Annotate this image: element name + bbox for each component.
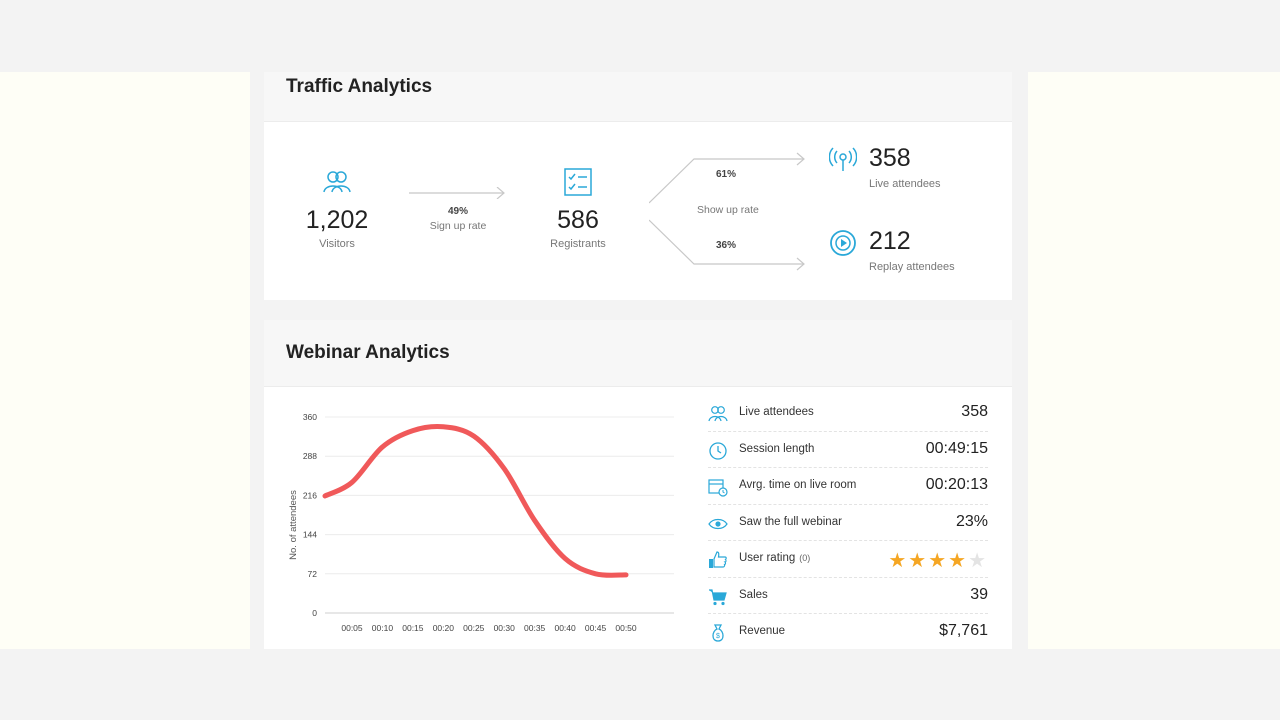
thumbs-up-icon	[709, 551, 727, 568]
x-tick-label: 00:15	[402, 623, 424, 633]
registrants-count: 586	[557, 206, 599, 234]
metric-value: 00:49:15	[925, 439, 988, 457]
webinar-card-header: Webinar Analytics	[264, 320, 1012, 387]
traffic-title: Traffic Analytics	[286, 76, 433, 97]
metric-row-session-length: Session length 00:49:15	[708, 432, 988, 468]
users-icon	[708, 406, 728, 422]
metric-row-user-rating: User rating (0) ★★★★★	[708, 541, 988, 578]
x-tick-label: 00:30	[494, 623, 516, 633]
attendees-chart: 0 72 144 216 288 360 00:05 00:10 00:15 00:20 00:2…	[288, 412, 674, 633]
showup-split-arrows	[649, 152, 805, 271]
x-tick-label: 00:40	[554, 623, 576, 633]
metric-value: 23%	[955, 512, 988, 530]
cart-icon	[709, 588, 727, 605]
metric-row-live-attendees: Live attendees 358	[708, 395, 988, 432]
chart-grid	[325, 416, 674, 614]
x-tick-label: 00:20	[433, 623, 455, 633]
y-tick-label: 216	[303, 490, 317, 500]
live-attendees-count: 358	[869, 144, 911, 172]
registrants-icon	[564, 168, 592, 196]
y-tick-label: 288	[303, 451, 317, 461]
y-tick-label: 144	[303, 530, 317, 540]
registrants-stat: 586 Registrants	[534, 206, 622, 250]
metric-value: 358	[961, 403, 988, 420]
live-broadcast-icon	[829, 147, 857, 171]
svg-text:$: $	[716, 633, 720, 640]
visitors-count: 1,202	[305, 206, 369, 234]
star-filled-icon: ★	[948, 550, 969, 572]
rating-count: (0)	[799, 553, 811, 563]
y-axis-label: No. of attendees	[288, 490, 299, 560]
x-tick-label: 00:50	[615, 623, 637, 633]
metric-row-revenue: $ Revenue $7,761	[708, 614, 988, 649]
replay-icon	[830, 230, 856, 256]
x-tick-label: 00:10	[372, 623, 394, 633]
left-margin	[0, 72, 250, 649]
star-filled-icon: ★	[928, 550, 949, 572]
eye-icon	[708, 518, 728, 529]
dashboard: Traffic Analytics 1,202 Visitors 49% Sig…	[250, 72, 1028, 649]
live-attendees-label: Live attendees	[869, 178, 941, 190]
metric-label: User rating (0)	[739, 552, 810, 564]
metric-row-avg-time: Avrg. time on live room 00:20:13	[708, 468, 988, 505]
traffic-card-header: Traffic Analytics	[264, 72, 1012, 122]
visitors-stat: 1,202 Visitors	[292, 206, 382, 250]
showup-rate-label: Show up rate	[697, 204, 759, 216]
x-tick-label: 00:25	[463, 623, 485, 633]
star-filled-icon: ★	[908, 550, 929, 572]
star-filled-icon: ★	[888, 550, 909, 572]
metric-label: Saw the full webinar	[739, 515, 842, 528]
right-margin	[1028, 72, 1280, 649]
clock-icon	[709, 441, 727, 460]
replay-attendees-count: 212	[869, 227, 911, 255]
x-tick-label: 00:05	[341, 623, 363, 633]
registrants-label: Registrants	[550, 238, 606, 250]
y-tick-label: 360	[303, 412, 317, 422]
metric-label: Session length	[739, 442, 815, 455]
metric-value: 39	[970, 585, 988, 603]
visitors-label: Visitors	[319, 238, 355, 250]
y-tick-label: 72	[308, 569, 318, 579]
metric-label: Live attendees	[739, 406, 814, 418]
attendees-series-line	[322, 424, 629, 578]
top-background	[0, 0, 1280, 72]
bottom-background	[0, 649, 1280, 720]
webinar-title: Webinar Analytics	[286, 342, 450, 363]
replay-showup-rate: 36%	[716, 240, 737, 251]
metric-value: 00:20:13	[925, 476, 988, 493]
metric-row-sales: Sales 39	[708, 578, 988, 614]
signup-rate-value: 49%	[447, 206, 468, 217]
metric-row-saw-full: Saw the full webinar 23%	[708, 505, 988, 541]
metric-label-text: User rating	[739, 552, 796, 564]
star-rating: ★★★★★	[888, 548, 988, 573]
x-tick-label: 00:35	[524, 623, 546, 633]
signup-rate-label: Sign up rate	[429, 220, 487, 232]
metric-label: Avrg. time on live room	[739, 479, 857, 491]
visitors-icon	[323, 171, 351, 193]
metric-label: Revenue	[739, 625, 786, 637]
signup-rate: 49% Sign up rate	[414, 206, 502, 232]
money-bag-icon: $	[712, 624, 724, 642]
calendar-clock-icon	[708, 479, 728, 497]
live-showup-rate: 61%	[716, 169, 737, 180]
signup-arrow-icon	[409, 187, 505, 199]
traffic-card: 1,202 Visitors 49% Sign up rate 586 Regi…	[264, 122, 1012, 300]
y-tick-label: 0	[312, 608, 317, 618]
replay-attendees-label: Replay attendees	[869, 261, 955, 273]
x-tick-label: 00:45	[585, 623, 607, 633]
metrics-list: Live attendees 358 Session length 00:49:…	[708, 395, 988, 649]
star-empty-icon: ★	[968, 550, 988, 572]
metric-label: Sales	[739, 588, 768, 601]
y-tick-labels: 0 72 144 216 288 360	[303, 412, 317, 618]
webinar-card: 0 72 144 216 288 360 00:05 00:10 00:15 00:20 00:2…	[264, 387, 1012, 649]
x-tick-labels: 00:05 00:10 00:15 00:20 00:25 00:30 00:35 00:40…	[341, 623, 637, 633]
metric-value: $7,761	[939, 622, 988, 639]
